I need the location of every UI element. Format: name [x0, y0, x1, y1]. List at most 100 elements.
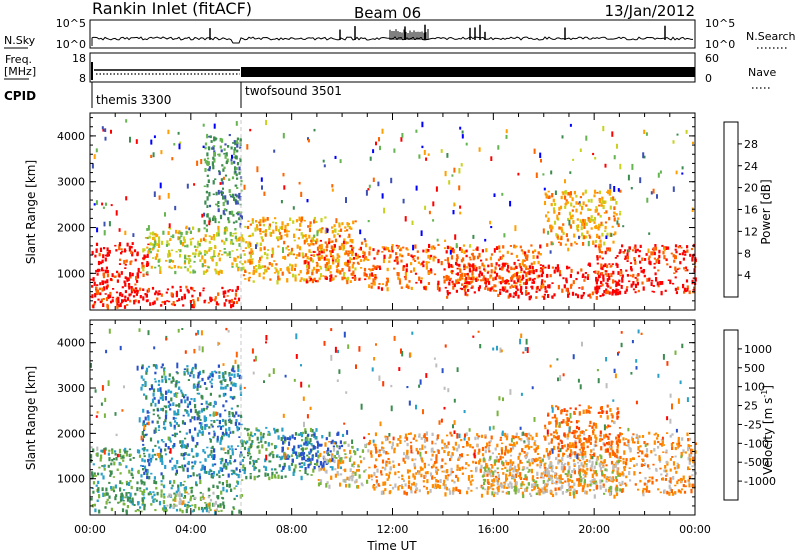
scatter-cell	[368, 184, 371, 188]
scatter-cell	[384, 435, 387, 438]
scatter-cell	[603, 241, 606, 246]
scatter-cell	[313, 234, 316, 238]
scatter-cell	[605, 288, 608, 293]
scatter-cell	[563, 466, 566, 471]
scatter-cell	[625, 475, 628, 479]
scatter-cell	[158, 500, 162, 506]
scatter-cell	[593, 189, 597, 194]
scatter-cell	[443, 442, 446, 446]
scatter-cell	[304, 459, 307, 462]
scatter-cell	[410, 262, 413, 266]
scatter-cell	[573, 469, 576, 475]
scatter-cell	[585, 235, 588, 239]
scatter-cell	[129, 293, 132, 296]
scatter-cell	[304, 260, 307, 264]
scatter-cell	[524, 254, 527, 257]
scatter-cell	[540, 273, 543, 278]
scatter-cell	[645, 253, 648, 256]
scatter-cell	[253, 467, 256, 471]
scatter-cell	[186, 368, 189, 373]
scatter-cell	[260, 236, 263, 240]
scatter-cell	[214, 137, 217, 141]
scatter-cell	[249, 128, 252, 132]
scatter-cell	[227, 449, 230, 455]
scatter-cell	[219, 505, 222, 508]
scatter-cell	[634, 283, 638, 288]
scatter-cell	[316, 253, 319, 256]
scatter-cell	[495, 262, 498, 266]
scatter-cell	[147, 492, 150, 496]
scatter-cell	[258, 429, 261, 432]
scatter-cell	[157, 243, 161, 248]
scatter-cell	[271, 450, 274, 454]
scatter-cell	[474, 461, 478, 464]
scatter-cell	[516, 469, 520, 472]
scatter-cell	[377, 181, 380, 187]
scatter-cell	[261, 444, 264, 449]
scatter-cell	[692, 289, 695, 291]
scatter-cell	[613, 289, 616, 294]
scatter-cell	[183, 372, 186, 376]
scatter-cell	[655, 432, 658, 435]
scatter-cell	[228, 211, 231, 215]
scatter-cell	[236, 426, 239, 432]
scatter-cell	[186, 443, 189, 448]
scatter-cell	[109, 470, 113, 476]
scatter-cell	[178, 386, 181, 390]
scatter-cell	[556, 269, 559, 273]
scatter-cell	[185, 445, 188, 449]
scatter-cell	[130, 260, 133, 263]
nave-right-tick-bottom: 0	[705, 72, 712, 85]
scatter-cell	[386, 287, 389, 292]
scatter-cell	[456, 477, 460, 482]
scatter-cell	[487, 446, 490, 451]
scatter-cell	[531, 489, 534, 492]
scatter-cell	[153, 453, 156, 456]
scatter-cell	[332, 445, 335, 448]
scatter-cell	[174, 205, 177, 211]
scatter-cell	[479, 270, 482, 274]
scatter-cell	[263, 246, 266, 251]
scatter-cell	[481, 262, 484, 267]
scatter-cell	[642, 487, 645, 491]
scatter-cell	[307, 458, 310, 461]
scatter-cell	[309, 460, 312, 466]
scatter-cell	[160, 150, 163, 155]
scatter-cell	[226, 227, 229, 232]
scatter-cell	[609, 453, 612, 458]
scatter-cell	[528, 462, 531, 467]
scatter-cell	[490, 253, 494, 256]
scatter-cell	[666, 473, 669, 476]
scatter-cell	[536, 477, 539, 479]
scatter-cell	[143, 434, 146, 438]
scatter-cell	[216, 439, 219, 443]
scatter-cell	[546, 243, 549, 247]
scatter-cell	[541, 295, 544, 298]
scatter-cell	[137, 267, 140, 273]
scatter-cell	[97, 298, 100, 301]
scatter-cell	[311, 269, 314, 272]
scatter-cell	[157, 440, 160, 444]
scatter-cell	[670, 489, 673, 494]
scatter-cell	[613, 198, 616, 201]
scatter-cell	[214, 217, 217, 224]
scatter-cell	[609, 286, 612, 289]
scatter-cell	[189, 230, 192, 234]
scatter-cell	[157, 425, 161, 429]
scatter-cell	[220, 380, 223, 384]
scatter-cell	[207, 403, 210, 406]
scatter-cell	[675, 270, 678, 273]
scatter-cell	[300, 465, 303, 469]
scatter-cell	[118, 242, 122, 247]
scatter-cell	[329, 275, 332, 277]
scatter-cell	[512, 435, 515, 440]
scatter-cell	[350, 455, 353, 458]
scatter-cell	[351, 264, 354, 269]
scatter-cell	[509, 200, 512, 207]
scatter-cell	[498, 281, 501, 284]
scatter-cell	[487, 482, 490, 484]
scatter-cell	[208, 247, 211, 250]
scatter-cell	[423, 485, 426, 488]
scatter-cell	[591, 219, 595, 222]
scatter-cell	[200, 159, 203, 165]
